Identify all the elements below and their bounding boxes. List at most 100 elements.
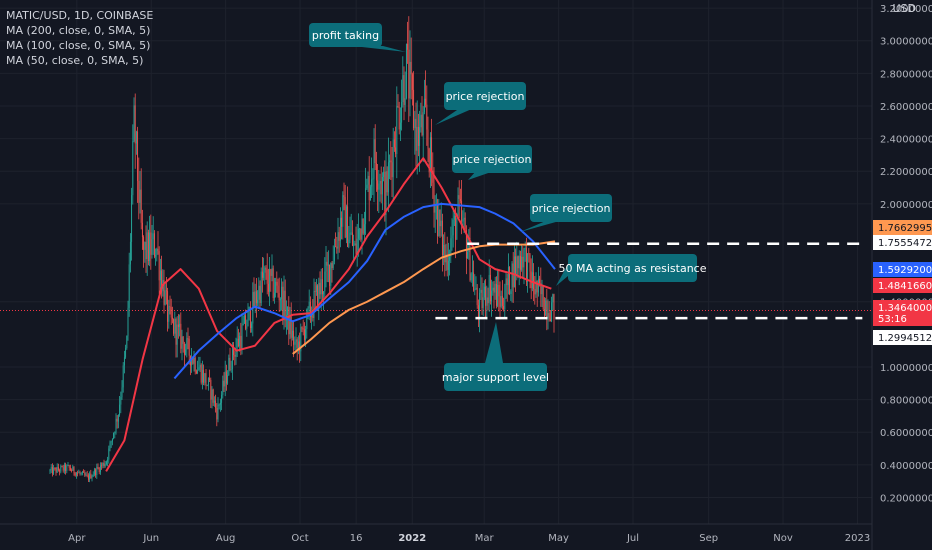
candle-body [477,305,479,318]
candle-body [203,369,205,383]
price-label-countdown: 53:16 [878,314,907,325]
candle-body [445,254,447,263]
candle-body [422,112,424,136]
candle-body [188,338,190,356]
candle-body [473,272,475,291]
candle-body [374,139,376,164]
candle-body [267,283,269,292]
price-label-text: 1.76629950 [878,223,932,234]
chart-legend: MATIC/USD, 1D, COINBASE MA (200, close, … [6,8,153,68]
candle-body [330,263,332,286]
candle-body [170,307,172,318]
candle-body [431,137,433,171]
candle-body [439,209,441,227]
legend-ma200: MA (200, close, 0, SMA, 5) [6,24,151,37]
candle-body [549,319,551,322]
candle-body [449,256,451,261]
candle-body [169,306,171,308]
candle-body [397,106,399,108]
candle-body [488,274,490,304]
candle-body [295,339,297,342]
candle-body [314,290,316,292]
candle-body [183,343,185,355]
candle-body [79,472,81,474]
candle-body [479,292,481,318]
currency-button[interactable]: USD [892,2,916,15]
candle-body [375,163,377,181]
candle-body [504,298,506,310]
candle-body [225,371,227,384]
candle-body [153,233,155,257]
candle-body [253,292,255,307]
candle-body [516,256,518,276]
candle-body [487,297,489,304]
candle-body [343,195,345,198]
candle-body [365,188,367,225]
candle-body [303,329,305,340]
candle-body [116,418,118,422]
candle-body [447,260,449,270]
candle-body [500,295,502,307]
candle-body [367,175,369,185]
candle-body [536,280,538,293]
candle-body [355,243,357,254]
candle-body [309,301,311,318]
x-tick-label: Mar [475,533,495,544]
candle-body [305,328,307,340]
candle-body [320,279,322,295]
candle-body [137,131,139,181]
candle-body [441,220,443,256]
candle-body [140,189,142,223]
candle-body [443,245,445,256]
candle-body [363,224,365,234]
price-label-text: 1.29945120 [878,333,932,344]
candle-body [181,336,183,349]
candle-body [51,467,53,474]
candle-body [307,307,309,310]
x-tick-label: May [548,533,569,544]
candle-body [131,195,133,242]
candle-body [50,467,52,471]
candle-body [470,273,472,281]
candle-body [402,75,404,103]
candle-body [61,466,63,468]
candle-body [437,203,439,237]
candle-body [519,255,521,270]
callout-tail [520,220,563,232]
candle-body [453,215,455,220]
candle-body [96,467,98,476]
candle-body [497,284,499,306]
price-label [873,262,932,277]
candle-body [387,162,389,193]
candle-body [450,238,452,257]
candle-body [110,441,112,443]
candle-body [182,336,184,344]
candle-body [342,195,344,227]
price-label [873,300,932,326]
candle-body [85,474,87,476]
candle-body [195,371,197,373]
candle-body [282,286,284,318]
candle-body [164,290,166,305]
candle-body [459,198,461,201]
candle-body [380,180,382,195]
candle-body [383,171,385,177]
candle-body [176,324,178,345]
candle-body [531,272,533,289]
candle-body [518,255,520,269]
candle-body [55,468,57,473]
candle-body [72,466,74,471]
x-tick-label: 2022 [398,533,426,544]
candle-body [474,288,476,291]
candle-body [165,290,167,292]
candle-body [54,468,56,469]
candle-body [216,407,218,420]
candle-body [378,183,380,190]
candle-body [99,465,101,473]
callout-text: price rejection [532,202,611,215]
candle-body [215,400,217,408]
